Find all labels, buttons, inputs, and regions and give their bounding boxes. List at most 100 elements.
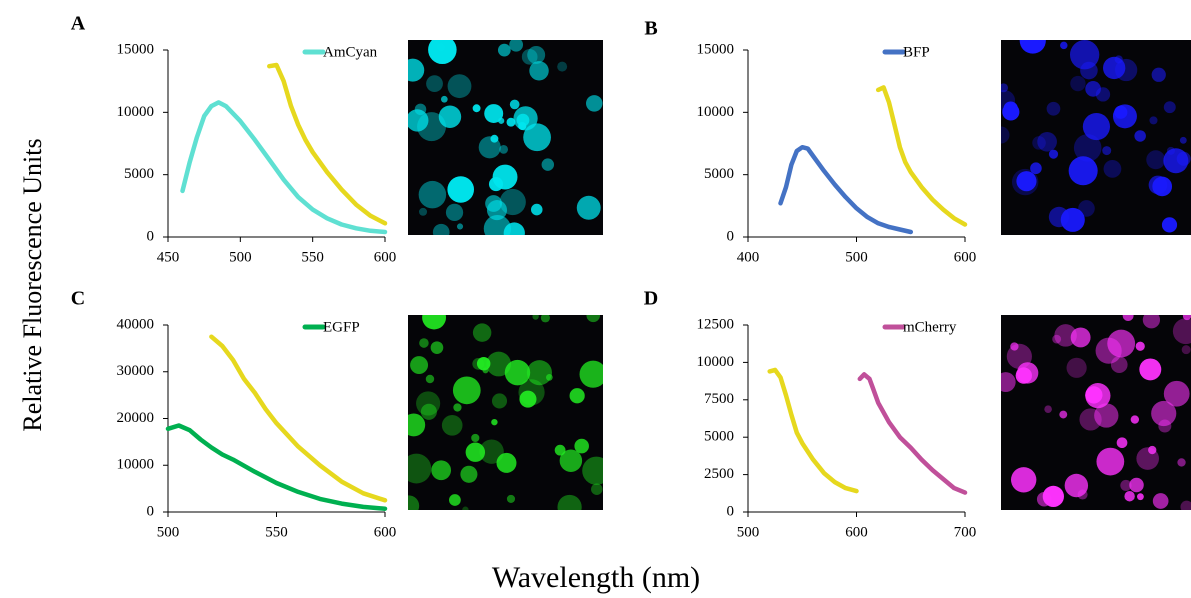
y-tick-label: 10000 (117, 457, 155, 473)
y-tick-label: 0 (727, 228, 735, 244)
cell (527, 45, 546, 64)
cell (440, 95, 448, 103)
cell (1163, 101, 1176, 114)
x-tick-label: 550 (301, 249, 324, 265)
cell (456, 223, 464, 230)
cell (438, 105, 462, 128)
y-tick-label: 12500 (697, 316, 735, 332)
x-tick-label: 700 (954, 524, 977, 540)
cell (445, 203, 464, 222)
cell (557, 61, 568, 72)
spectrum-line (875, 85, 968, 227)
legend-label: AmCyan (323, 44, 378, 60)
panel-label: A (71, 13, 86, 35)
y-tick-label: 5000 (704, 166, 734, 182)
cell (1001, 372, 1016, 393)
cell (1003, 101, 1018, 116)
x-tick-label: 500 (845, 249, 868, 265)
cell (1070, 327, 1091, 348)
cell (499, 188, 526, 216)
y-tick-label: 5000 (124, 166, 154, 182)
cell (1010, 467, 1037, 493)
cell (472, 357, 485, 370)
x-tick-label: 400 (737, 249, 760, 265)
cell (1096, 447, 1125, 476)
cell (574, 438, 589, 454)
x-tick-label: 600 (954, 249, 977, 265)
cell (1001, 83, 1009, 93)
cell (532, 315, 539, 320)
y-tick-label: 15000 (117, 41, 155, 57)
cell (1176, 151, 1191, 166)
cell (1172, 318, 1191, 345)
y-tick-label: 10000 (697, 354, 735, 370)
panel-label: D (644, 288, 658, 310)
cell (490, 134, 499, 143)
cell (559, 449, 583, 472)
y-tick-label: 15000 (697, 41, 735, 57)
cell (465, 442, 486, 462)
cell (1151, 67, 1166, 82)
cell (591, 483, 603, 495)
y-tick-label: 0 (727, 503, 735, 519)
cell (1059, 410, 1068, 419)
cell (1085, 386, 1103, 404)
cell (426, 75, 443, 93)
cell (1180, 500, 1191, 510)
cell (1134, 130, 1146, 142)
spectrum-line (165, 423, 388, 511)
cell (1019, 40, 1046, 54)
cell (521, 48, 538, 65)
cell (1030, 162, 1042, 175)
cell (586, 315, 601, 323)
cell (1149, 116, 1158, 125)
x-tick-label: 500 (157, 524, 180, 540)
legend-label: EGFP (323, 319, 360, 335)
cell (1095, 87, 1111, 102)
cell (1120, 479, 1132, 492)
cell (1060, 207, 1085, 232)
cell (519, 390, 537, 408)
cell (1182, 315, 1191, 321)
cell (526, 360, 552, 386)
x-tick-label: 600 (374, 249, 397, 265)
cell (1048, 149, 1059, 159)
y-tick-label: 20000 (117, 410, 155, 426)
cell (582, 456, 603, 485)
spectrum-line (209, 334, 388, 503)
cell (1001, 90, 1016, 111)
cell (523, 123, 551, 152)
cell (499, 144, 509, 154)
y-tick-label: 10000 (117, 104, 155, 120)
cell (576, 195, 601, 220)
x-axis-label: Wavelength (nm) (492, 561, 700, 594)
cell (452, 376, 481, 405)
cell (1146, 150, 1166, 170)
panel-label: C (71, 288, 85, 310)
cell (1107, 329, 1136, 358)
cell (431, 460, 452, 481)
cell (1016, 171, 1037, 192)
cell (453, 403, 462, 412)
y-tick-label: 5000 (704, 429, 734, 445)
cell (449, 494, 461, 506)
cell (1148, 445, 1157, 455)
cell (1080, 61, 1098, 80)
x-tick-label: 500 (229, 249, 252, 265)
cell (1001, 126, 1010, 144)
cell (1135, 341, 1145, 351)
cell (472, 104, 481, 113)
cell (1161, 217, 1178, 233)
y-tick-label: 40000 (117, 316, 155, 332)
cell (436, 43, 445, 52)
cell (518, 379, 545, 406)
cell (462, 506, 469, 510)
cell (1163, 380, 1190, 407)
cell (414, 103, 427, 116)
micrograph-cells (1001, 315, 1191, 510)
cell (1060, 41, 1068, 50)
cell (506, 117, 516, 127)
spectrum-line (267, 62, 388, 226)
cell (1052, 334, 1062, 344)
cell (1181, 345, 1191, 355)
